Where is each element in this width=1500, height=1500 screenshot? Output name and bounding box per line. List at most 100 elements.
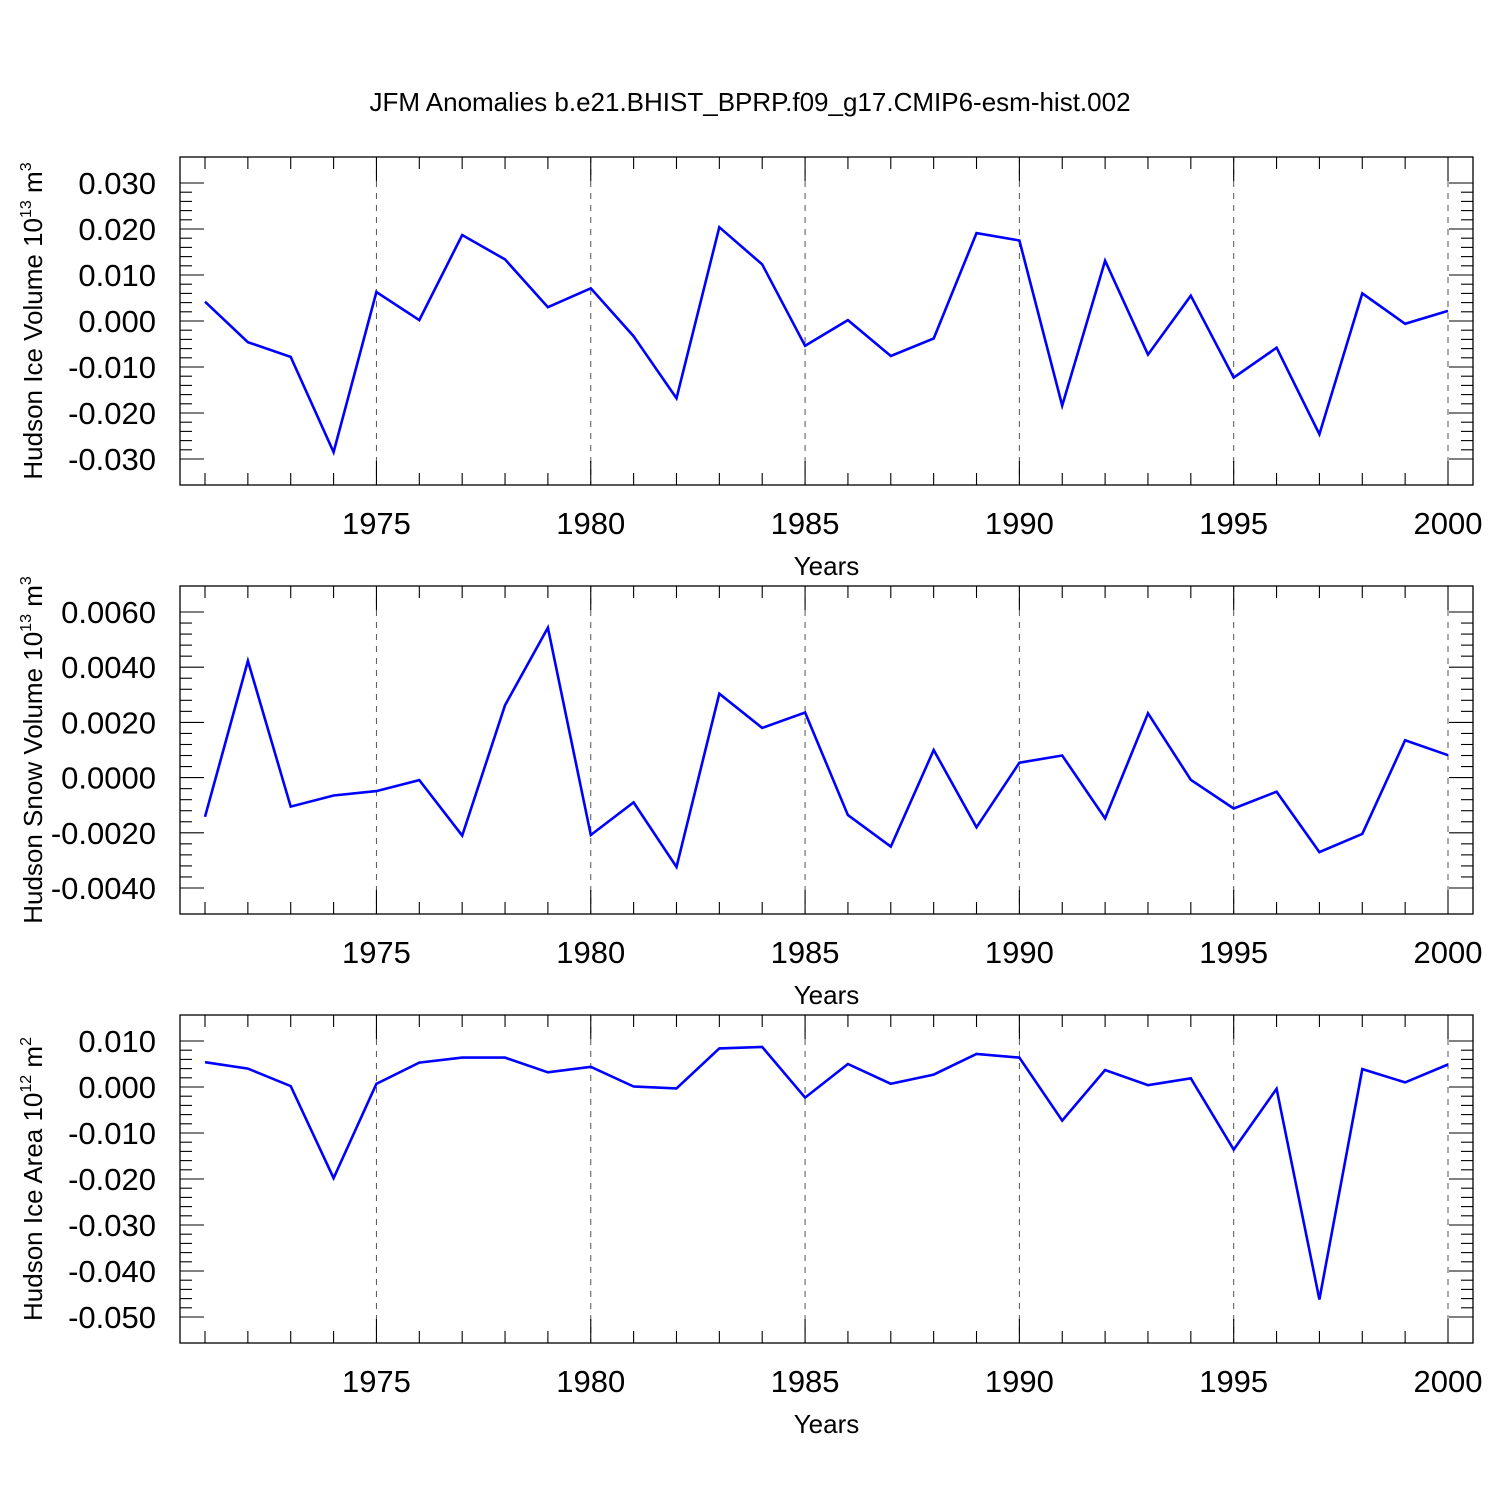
series-line [203,623,1449,871]
data-point [417,1061,421,1065]
y-tick-label: -0.020 [68,1162,156,1197]
data-point [674,1086,678,1090]
data-point [503,257,507,261]
y-axis-label-superscript: 13 [18,614,35,632]
data-point [1446,753,1450,757]
data-point [1232,376,1236,380]
data-point [889,354,893,358]
y-tick-label: 0.0040 [61,650,156,685]
data-point [632,800,636,804]
data-point [1232,1148,1236,1152]
data-point [1403,322,1407,326]
x-tick-label: 2000 [1414,506,1483,541]
data-point [1146,711,1150,715]
data-point [374,1082,378,1086]
data-point [417,778,421,782]
panel-2: -0.0040 -0.0020 0.0000 0.0020 0.0040 0.0060 19… [18,576,1482,1010]
data-point [374,290,378,294]
y-axis-label-superscript: 3 [18,576,35,585]
data-point [332,794,336,798]
data-point [1403,738,1407,742]
x-tick-label: 1985 [771,1364,840,1399]
data-point [846,813,850,817]
data-point [503,1056,507,1060]
data-point [932,748,936,752]
data-point [332,1176,336,1180]
data-point [1275,790,1279,794]
figure-title: JFM Anomalies b.e21.BHIST_BPRP.f09_g17.C… [369,87,1130,117]
data-point [546,1070,550,1074]
y-axis-label: Hudson Snow Volume 1013 m3 [18,576,48,924]
y-axis-label-part: m [18,585,48,614]
data-point [1232,807,1236,811]
data-point [289,355,293,359]
data-point [589,1065,593,1069]
data-point [332,450,336,454]
data-point [632,334,636,338]
data-point [460,834,464,838]
panel-3: -0.050 -0.040 -0.030 -0.020 -0.010 0.000 0.010… [18,1014,1483,1439]
x-tick-label: 1995 [1199,506,1268,541]
data-point [1103,816,1107,820]
data-point [589,833,593,837]
y-axis-label-part: Hudson Ice Volume 10 [18,218,48,480]
data-point [503,703,507,707]
y-tick-label: 0.0060 [61,595,156,630]
data-point [975,231,979,235]
data-point [203,1060,207,1064]
y-tick-label: 0.000 [78,1070,156,1105]
data-point [632,1085,636,1089]
data-point [1017,761,1021,765]
y-tick-label: -0.030 [68,1208,156,1243]
x-tick-label: 1980 [556,506,625,541]
y-tick-label: 0.020 [78,212,156,247]
y-axis-label: Hudson Ice Area 1012 m2 [18,1037,48,1321]
y-tick-label: -0.0020 [51,816,156,851]
x-tick-label: 1975 [342,506,411,541]
x-tick-label: 1980 [556,1364,625,1399]
y-axis-label-superscript: 3 [18,162,35,171]
data-point [203,300,207,304]
x-tick-label: 1995 [1199,935,1268,970]
data-point [717,692,721,696]
y-tick-label: 0.010 [78,258,156,293]
data-point [1060,754,1064,758]
data-point [803,1096,807,1100]
data-point [1103,1068,1107,1072]
data-point [1146,353,1150,357]
data-point [1060,404,1064,408]
data-point [374,789,378,793]
data-point [760,1045,764,1049]
y-axis-label-superscript: 13 [18,200,35,218]
x-tick-label: 1980 [556,935,625,970]
data-point [1189,778,1193,782]
series-line [204,1045,1449,1300]
data-point [1317,1298,1321,1302]
panels: -0.030 -0.020 -0.010 0.000 0.010 0.020 0.030 19… [18,156,1483,1439]
y-tick-label: 0.000 [78,304,156,339]
y-tick-label: 0.030 [78,166,156,201]
data-point [803,344,807,348]
data-point [1360,832,1364,836]
x-tick-label: 1985 [771,506,840,541]
data-point [1275,1087,1279,1091]
data-point [1103,259,1107,263]
data-point [203,815,207,819]
data-point [846,318,850,322]
y-axis-label-part: m [18,1046,48,1075]
data-point [289,805,293,809]
data-point [846,1062,850,1066]
data-point [1275,346,1279,350]
data-point [1317,850,1321,854]
x-tick-label: 2000 [1414,1364,1483,1399]
data-point [674,396,678,400]
data-point [246,659,250,663]
plot-frame [179,585,1474,915]
x-tick-label: 1975 [342,1364,411,1399]
y-axis-label-superscript: 12 [18,1075,35,1093]
data-point [1189,1076,1193,1080]
y-tick-label: -0.010 [68,1116,156,1151]
x-tick-label: 1990 [985,935,1054,970]
y-tick-label: 0.010 [78,1024,156,1059]
